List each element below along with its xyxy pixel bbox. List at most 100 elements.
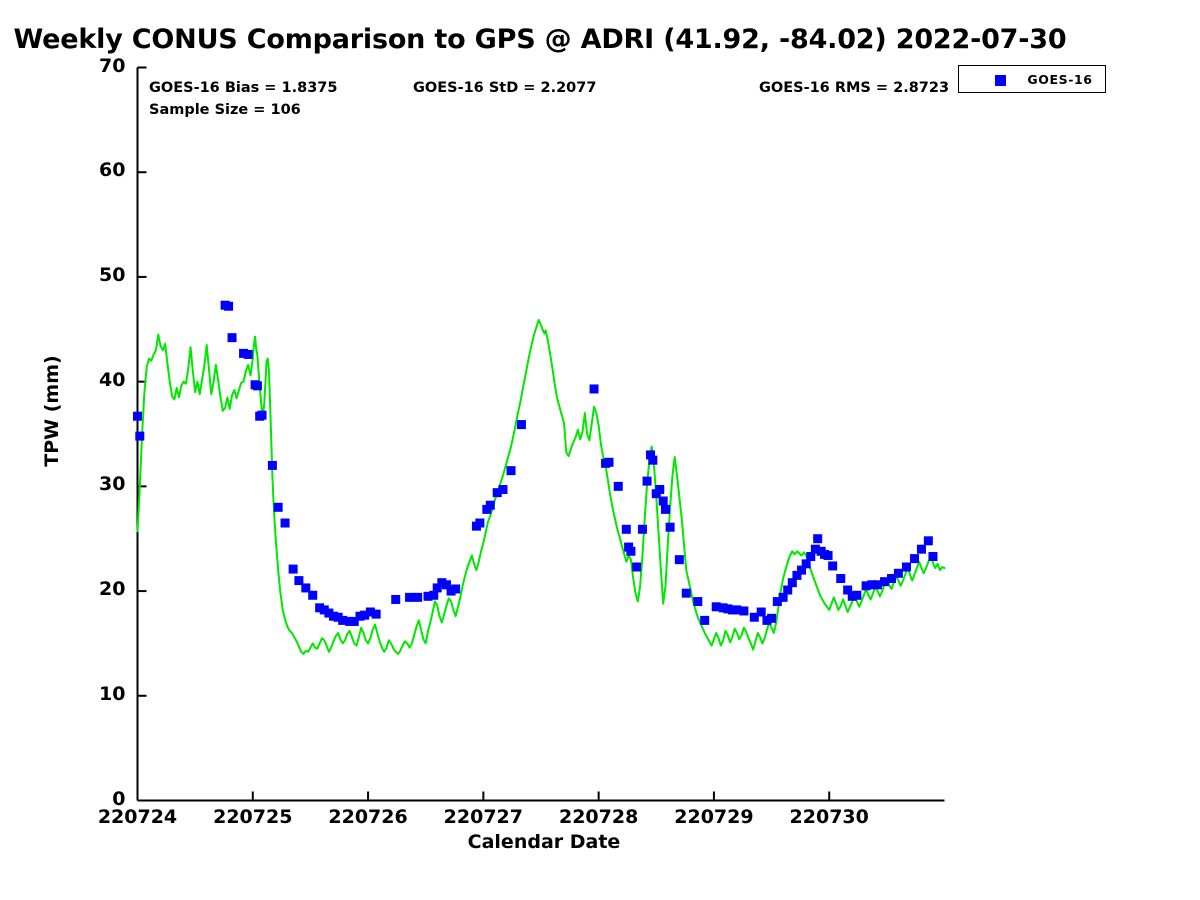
data-point [718, 603, 728, 613]
x-tick-label: 220725 [213, 805, 293, 828]
data-point [423, 591, 433, 601]
data-point [224, 301, 234, 311]
data-point [257, 410, 267, 420]
data-point [867, 580, 877, 590]
data-point [252, 381, 262, 391]
data-point [319, 605, 329, 615]
data-point [648, 455, 658, 465]
data-point [446, 586, 456, 596]
data-point [355, 611, 365, 621]
data-point [828, 561, 838, 571]
data-point [783, 585, 793, 595]
data-point [280, 518, 290, 528]
data-point [301, 583, 311, 593]
y-tick-label: 60 [99, 159, 126, 182]
data-point [767, 613, 777, 623]
data-point [693, 597, 703, 607]
data-point [349, 616, 359, 626]
data-point [516, 420, 526, 430]
data-point [873, 580, 883, 590]
data-point [621, 524, 631, 534]
x-tick-label: 220728 [558, 805, 639, 828]
x-tick-label: 220729 [674, 805, 754, 828]
page-title: Weekly CONUS Comparison to GPS @ ADRI (4… [13, 24, 1067, 55]
data-point [642, 476, 652, 486]
data-point [658, 496, 668, 506]
goes16-scatter-series [133, 300, 938, 626]
data-point [632, 562, 642, 572]
data-point [437, 578, 447, 588]
data-point [288, 564, 298, 574]
data-point [787, 578, 797, 588]
data-point [360, 610, 370, 620]
data-point [836, 574, 846, 584]
data-point [778, 592, 788, 602]
data-point [880, 577, 890, 587]
data-point [792, 570, 802, 580]
data-point [227, 333, 237, 343]
y-tick-label: 30 [99, 473, 126, 496]
data-point [365, 607, 375, 617]
y-axis-label: TPW (mm) [41, 355, 63, 467]
data-point [910, 554, 920, 564]
data-point [273, 502, 283, 512]
data-point [239, 348, 249, 358]
data-point [308, 590, 318, 600]
axes [136, 66, 945, 802]
data-point [928, 552, 938, 562]
data-point [810, 544, 820, 554]
data-point [772, 597, 782, 607]
data-point [506, 466, 516, 476]
data-point [345, 616, 355, 626]
data-point [739, 606, 749, 616]
legend-label-goes16: GOES-16 [1027, 72, 1093, 87]
data-point [893, 568, 903, 578]
data-point [324, 608, 334, 618]
y-tick-label: 70 [99, 54, 126, 77]
data-point [492, 488, 502, 498]
data-point [813, 534, 823, 544]
data-point [589, 384, 599, 394]
data-point [823, 550, 833, 560]
data-point [801, 559, 811, 569]
data-point [916, 544, 926, 554]
stat-bias: GOES-16 Bias = 1.8375 [149, 80, 338, 96]
x-tick-label: 220726 [328, 805, 408, 828]
data-point [315, 603, 325, 613]
legend: GOES-16 [958, 65, 1106, 93]
stat-rms: GOES-16 RMS = 2.8723 [759, 80, 950, 96]
data-point [604, 457, 614, 467]
data-point [333, 612, 343, 622]
data-point [405, 592, 415, 602]
data-point [756, 607, 766, 617]
data-point [665, 522, 675, 532]
data-point [637, 524, 647, 534]
data-point [371, 609, 381, 619]
stat-sample-size: Sample Size = 106 [149, 102, 301, 118]
y-tick-label: 0 [112, 787, 126, 810]
stat-std: GOES-16 StD = 2.2077 [413, 80, 597, 96]
data-point [441, 580, 451, 590]
data-point [451, 584, 461, 594]
data-point [923, 536, 933, 546]
data-point [762, 615, 772, 625]
data-point [700, 615, 710, 625]
data-point [498, 485, 508, 494]
x-axis-label: Calendar Date [467, 831, 621, 853]
data-point [852, 590, 862, 600]
data-point [135, 431, 145, 441]
data-point [843, 585, 853, 595]
data-point [749, 612, 759, 622]
data-point [806, 552, 816, 562]
data-point [243, 349, 253, 359]
data-point [391, 594, 401, 604]
data-point [661, 504, 671, 514]
x-tick-label: 220730 [789, 805, 869, 828]
data-point [432, 583, 442, 593]
x-tick-label: 220724 [97, 805, 178, 828]
y-tick-label: 40 [99, 368, 126, 391]
data-point [613, 481, 623, 491]
data-point [413, 592, 423, 602]
data-point [886, 574, 896, 584]
